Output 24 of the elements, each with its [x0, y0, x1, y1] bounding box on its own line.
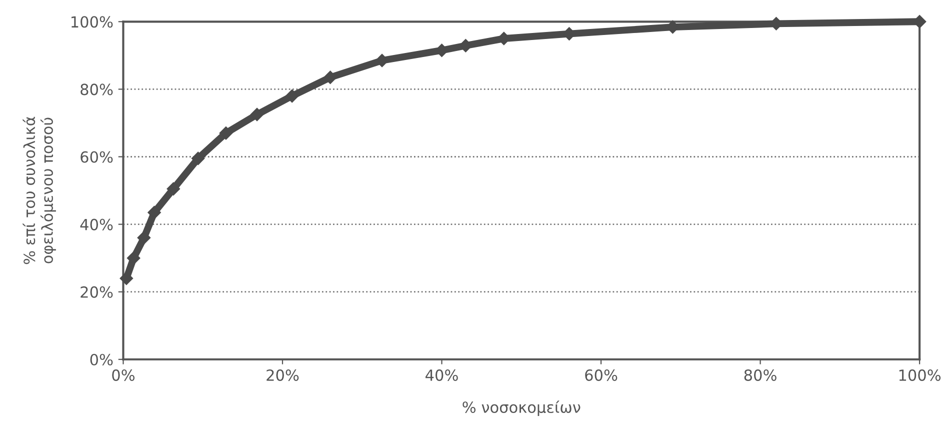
y-tick-label: 0%	[90, 354, 113, 366]
point	[324, 70, 337, 84]
y-tick-label: 20%	[80, 286, 113, 298]
y-tick-label: 100%	[72, 16, 113, 28]
point	[166, 182, 180, 196]
point	[192, 152, 205, 166]
y-tick-label: 80%	[80, 84, 113, 96]
y-tick-label: 40%	[80, 218, 113, 230]
x-tick-label: 100%	[899, 369, 941, 381]
x-tick-label: 40%	[426, 369, 458, 381]
x-axis-title: % νοσοκομείων	[462, 400, 580, 416]
point	[250, 108, 264, 122]
y-tick-label: 60%	[80, 151, 113, 163]
point	[120, 272, 134, 285]
x-tick-label: 20%	[266, 369, 299, 381]
point	[127, 251, 140, 265]
point	[148, 206, 161, 220]
point	[137, 231, 151, 244]
x-tick-label: 0%	[112, 369, 135, 381]
x-tick-label: 80%	[744, 369, 776, 381]
point	[219, 126, 233, 140]
x-tick-label: 60%	[585, 369, 618, 381]
y-axis-title: % επί του συνολικά οφειλόμενου ποσού	[22, 116, 56, 264]
point	[285, 89, 299, 103]
